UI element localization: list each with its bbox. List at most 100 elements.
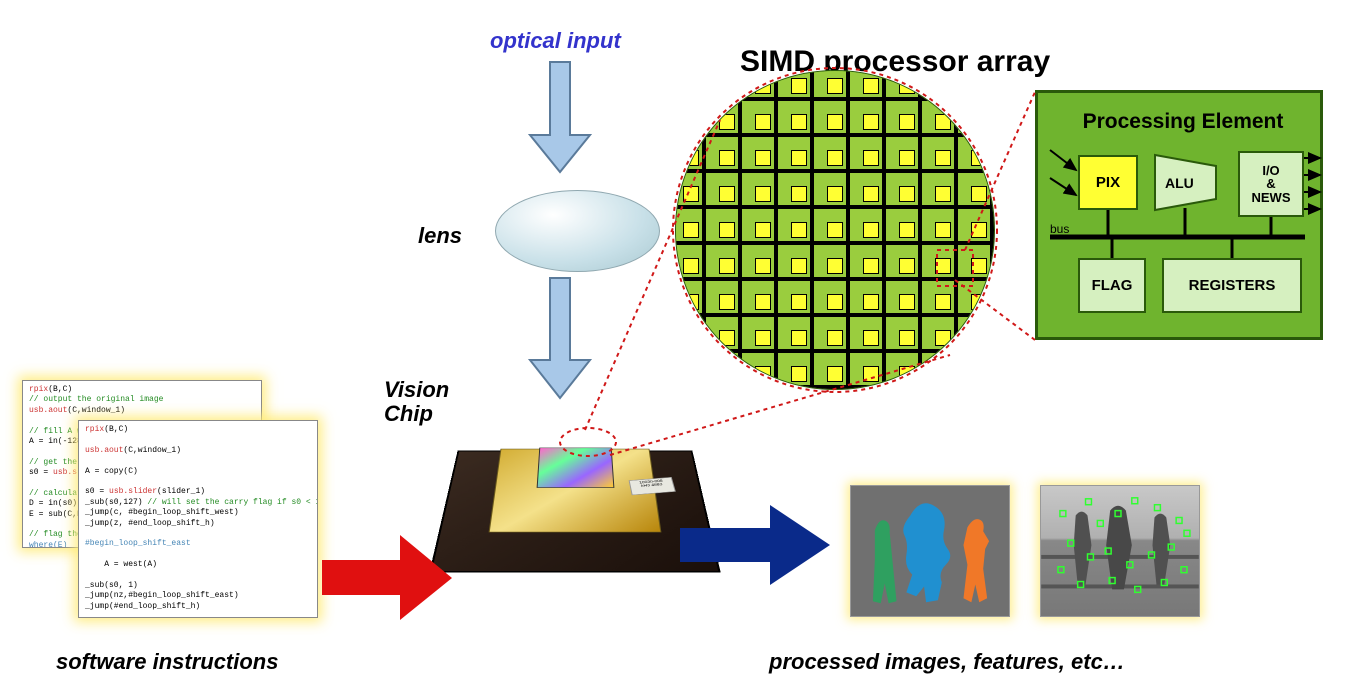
simd-cell [992, 135, 995, 171]
simd-cell [848, 70, 884, 99]
simd-cell [776, 207, 812, 243]
simd-cell [740, 243, 776, 279]
simd-cell [675, 387, 704, 390]
simd-cell [704, 243, 740, 279]
simd-cell [884, 279, 920, 315]
simd-cell [884, 135, 920, 171]
simd-cell [848, 99, 884, 135]
processed-caption: processed images, features, etc… [769, 649, 1125, 675]
simd-cell [920, 351, 956, 387]
optical-input-label: optical input [490, 28, 621, 54]
code-window-front: rpix(B,C) usb.aout(C,window_1) A = copy(… [78, 420, 318, 618]
simd-cell [992, 315, 995, 351]
simd-cell [848, 279, 884, 315]
simd-cell [956, 99, 992, 135]
simd-cell [812, 351, 848, 387]
vision-chip-line1: Vision [384, 377, 449, 402]
simd-cell [776, 315, 812, 351]
simd-cell [956, 387, 992, 390]
simd-cell [704, 207, 740, 243]
simd-cell [848, 207, 884, 243]
simd-cell [956, 135, 992, 171]
io-line3: NEWS [1252, 191, 1291, 205]
registers-block: REGISTERS [1162, 258, 1302, 313]
simd-cell [776, 387, 812, 390]
simd-cell [704, 99, 740, 135]
simd-cell [848, 135, 884, 171]
simd-cell [956, 315, 992, 351]
arrow-optical-to-lens [530, 62, 590, 172]
simd-cell [848, 351, 884, 387]
vision-chip-label: Vision Chip [384, 378, 449, 426]
simd-cell [776, 351, 812, 387]
chip-die [537, 448, 615, 488]
simd-cell [740, 171, 776, 207]
simd-cell [956, 351, 992, 387]
simd-cell [848, 315, 884, 351]
simd-cell [956, 70, 992, 99]
simd-cell [740, 135, 776, 171]
simd-cell [848, 171, 884, 207]
pe-title: Processing Element [1058, 110, 1308, 134]
simd-cell [992, 243, 995, 279]
simd-cell [884, 351, 920, 387]
arrow-software-to-chip [322, 535, 452, 620]
simd-cell [884, 315, 920, 351]
simd-cell [704, 171, 740, 207]
simd-cell [884, 70, 920, 99]
simd-cell [920, 70, 956, 99]
pix-block: PIX [1078, 155, 1138, 210]
simd-cell [956, 243, 992, 279]
simd-cell [675, 315, 704, 351]
simd-cell [776, 243, 812, 279]
io-line2: & [1266, 177, 1275, 191]
simd-cell [812, 279, 848, 315]
simd-cell [704, 351, 740, 387]
flag-block: FLAG [1078, 258, 1146, 313]
software-caption: software instructions [56, 649, 278, 675]
simd-cell [920, 171, 956, 207]
simd-cell [920, 135, 956, 171]
simd-cell [776, 171, 812, 207]
simd-cell [740, 70, 776, 99]
output-feature-image [1040, 485, 1200, 617]
simd-cell [704, 387, 740, 390]
simd-cell [992, 99, 995, 135]
simd-cell [740, 387, 776, 390]
simd-cell [776, 99, 812, 135]
simd-cell [675, 99, 704, 135]
lens-label: lens [418, 223, 462, 249]
simd-cell [704, 70, 740, 99]
simd-cell [740, 279, 776, 315]
simd-cell [675, 279, 704, 315]
vision-chip-line2: Chip [384, 401, 433, 426]
simd-cell [920, 279, 956, 315]
simd-cell [812, 171, 848, 207]
simd-cell [992, 279, 995, 315]
simd-cell [848, 243, 884, 279]
io-line1: I/O [1262, 164, 1279, 178]
simd-cell [992, 387, 995, 390]
simd-cell [776, 279, 812, 315]
arrow-lens-to-chip [530, 278, 590, 398]
simd-cell [675, 171, 704, 207]
simd-cell [884, 207, 920, 243]
simd-cell [704, 135, 740, 171]
simd-cell [740, 207, 776, 243]
simd-cell [992, 351, 995, 387]
simd-cell [884, 99, 920, 135]
simd-cell [776, 70, 812, 99]
simd-cell [956, 279, 992, 315]
simd-cell [812, 243, 848, 279]
simd-cell [812, 207, 848, 243]
simd-cell [704, 315, 740, 351]
simd-cell [992, 207, 995, 243]
simd-cell [920, 387, 956, 390]
simd-cell [884, 171, 920, 207]
simd-cell [740, 351, 776, 387]
lens-shape [495, 190, 660, 272]
output-segmentation-image [850, 485, 1010, 617]
simd-cell [675, 135, 704, 171]
simd-cell [812, 315, 848, 351]
simd-array-circle [675, 70, 995, 390]
